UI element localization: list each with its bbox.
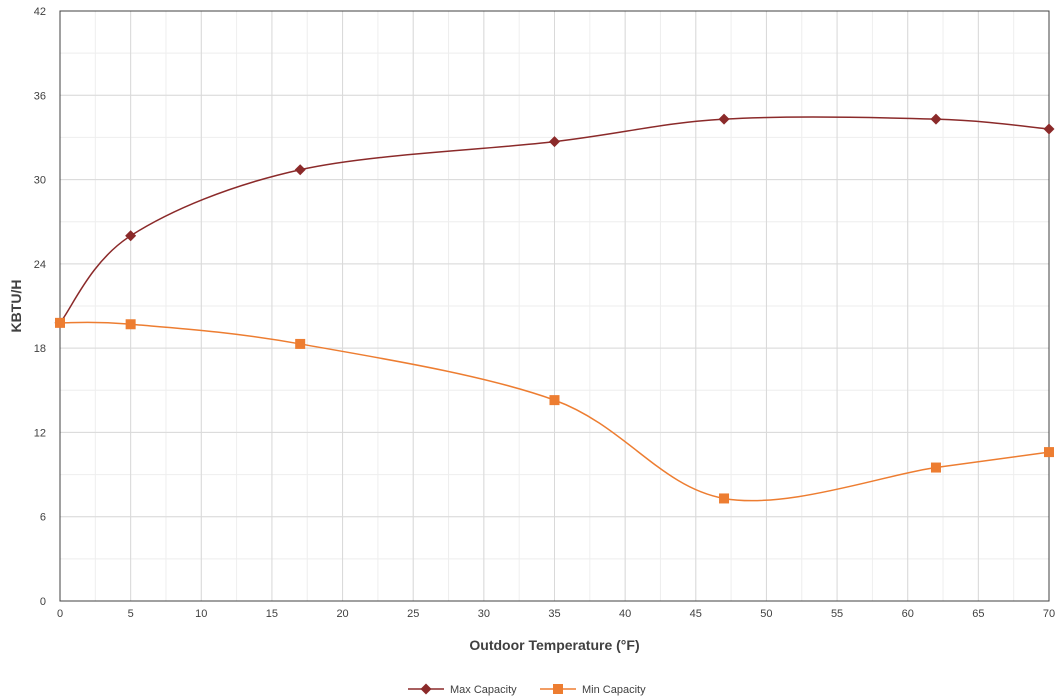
x-tick-label: 20 xyxy=(336,608,348,620)
y-tick-label: 18 xyxy=(34,343,46,355)
y-tick-label: 36 xyxy=(34,90,46,102)
data-point xyxy=(1043,123,1055,135)
x-tick-label: 65 xyxy=(972,608,984,620)
y-tick-label: 24 xyxy=(34,259,46,271)
y-tick-label: 6 xyxy=(40,512,46,524)
x-tick-label: 55 xyxy=(831,608,843,620)
x-tick-label: 30 xyxy=(478,608,490,620)
y-axis-title: KBTU/H xyxy=(8,280,24,333)
x-tick-label: 40 xyxy=(619,608,631,620)
grid xyxy=(59,10,1050,602)
data-point xyxy=(125,319,136,330)
x-tick-label: 45 xyxy=(690,608,702,620)
series-group xyxy=(54,113,1055,504)
legend: Max Capacity Min Capacity xyxy=(408,683,646,696)
x-tick-label: 50 xyxy=(760,608,772,620)
x-tick-label: 35 xyxy=(548,608,560,620)
data-point xyxy=(549,136,560,148)
x-axis-ticks: 0 5 10 15 20 25 30 35 40 45 50 55 60 65 70 xyxy=(57,608,1055,620)
legend-label: Min Capacity xyxy=(582,684,646,696)
legend-item: Min Capacity xyxy=(540,684,646,696)
x-tick-label: 15 xyxy=(266,608,278,620)
legend-label: Max Capacity xyxy=(450,684,517,696)
y-axis-ticks: 0 6 12 18 24 30 36 42 xyxy=(34,6,46,608)
x-tick-label: 5 xyxy=(128,608,134,620)
x-tick-label: 0 xyxy=(57,608,63,620)
x-tick-label: 70 xyxy=(1043,608,1055,620)
legend-marker xyxy=(420,683,432,695)
legend-item: Max Capacity xyxy=(408,683,517,696)
y-tick-label: 0 xyxy=(40,596,46,608)
y-tick-label: 42 xyxy=(34,6,46,18)
y-tick-label: 30 xyxy=(34,175,46,187)
data-point xyxy=(930,462,941,473)
data-point xyxy=(1044,447,1054,458)
data-point xyxy=(718,113,730,125)
data-point xyxy=(549,395,560,406)
series-2 xyxy=(55,317,1054,504)
legend-marker xyxy=(553,684,563,694)
data-point xyxy=(930,113,942,125)
y-tick-label: 12 xyxy=(34,427,46,439)
x-tick-label: 60 xyxy=(902,608,914,620)
plot-area-border xyxy=(59,10,1050,602)
data-point xyxy=(55,317,65,328)
x-tick-label: 10 xyxy=(195,608,207,620)
x-axis-title: Outdoor Temperature (°F) xyxy=(469,637,639,653)
data-point xyxy=(719,493,730,504)
data-point xyxy=(125,230,137,242)
data-point xyxy=(294,164,306,176)
x-tick-label: 25 xyxy=(407,608,419,620)
data-point xyxy=(295,338,306,349)
